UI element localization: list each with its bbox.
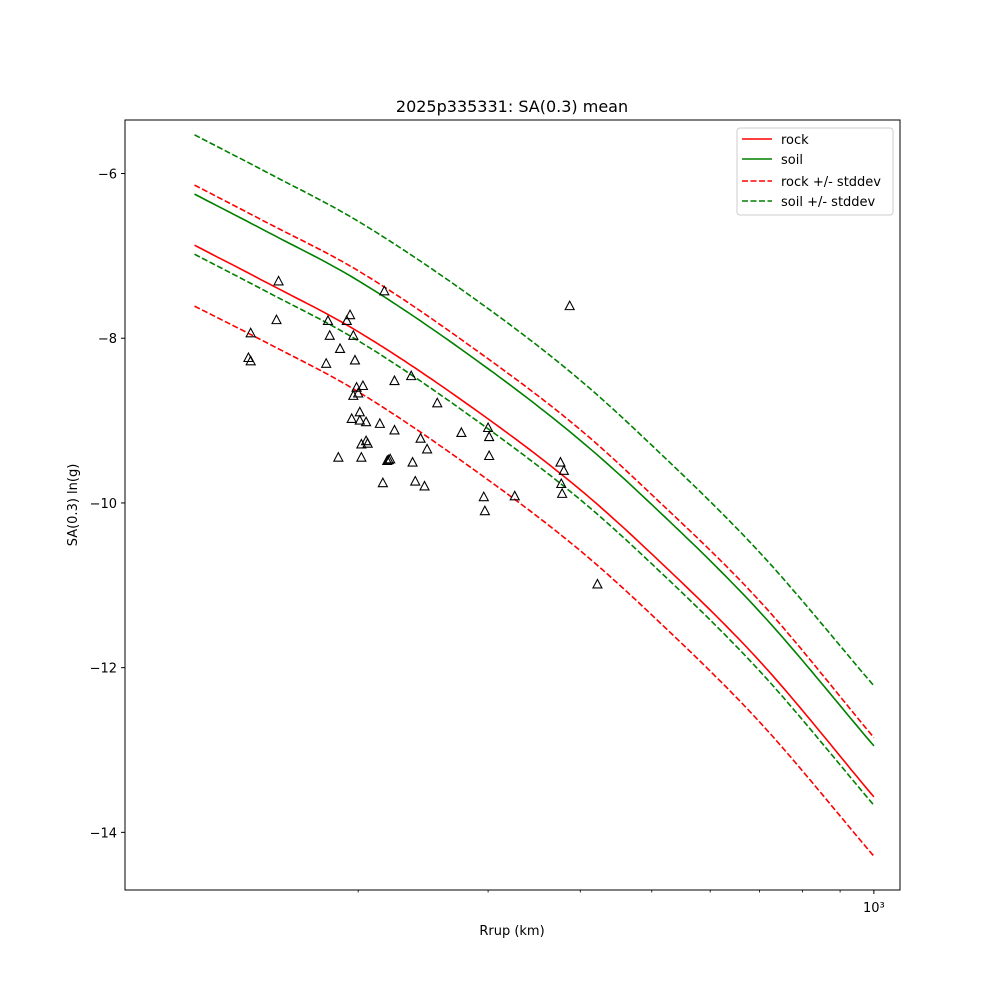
observation-point <box>479 505 491 516</box>
y-tick-label: −12 <box>90 662 117 677</box>
observation-point <box>245 327 257 338</box>
observation-point <box>455 426 467 437</box>
chart-title: 2025p335331: SA(0.3) mean <box>396 97 628 116</box>
x-axis-label: Rrup (km) <box>479 924 544 939</box>
observation-point <box>357 379 369 391</box>
series-line-band-3-3 <box>194 305 875 857</box>
observation-point <box>419 480 430 491</box>
series-line-soil-1 <box>194 193 875 747</box>
observation-point <box>355 451 367 462</box>
observation-point <box>555 477 567 489</box>
legend-label-rock-stddev: rock +/- stddev <box>781 175 881 190</box>
observation-point <box>341 314 353 325</box>
y-tick-label: −10 <box>90 497 117 512</box>
observation-point <box>346 412 358 423</box>
observation-point <box>592 578 603 589</box>
observation-point <box>273 275 284 286</box>
observation-point <box>354 414 366 425</box>
observation-point <box>564 299 576 311</box>
observation-point <box>431 397 443 408</box>
observation-point <box>389 424 400 435</box>
observation-point <box>377 477 389 488</box>
observation-point <box>332 451 344 462</box>
observation-point <box>409 475 421 486</box>
observation-point <box>483 449 495 461</box>
observation-point <box>322 314 334 325</box>
y-tick-label: −14 <box>90 826 117 841</box>
legend-label-soil-stddev: soil +/- stddev <box>781 195 876 210</box>
observation-point <box>347 329 359 340</box>
observation-point <box>349 354 361 365</box>
observation-point <box>555 456 566 467</box>
legend-frame <box>736 127 894 216</box>
observation-point <box>362 437 374 448</box>
observation-point <box>347 389 359 400</box>
observation-point <box>407 456 418 467</box>
observation-point <box>320 357 332 368</box>
observation-point <box>389 374 400 386</box>
observation-point <box>415 432 426 443</box>
observation-point <box>352 387 364 398</box>
observation-point <box>478 491 490 502</box>
observation-point <box>360 416 372 427</box>
observation-point <box>381 454 393 465</box>
observation-point <box>383 453 395 465</box>
observation-point <box>245 355 257 366</box>
legend: rock soil rock +/- stddev soil +/- stdde… <box>736 127 894 216</box>
y-axis: −6 −8 −10 −12 −14 <box>90 168 125 841</box>
series-line-rock-stddev-2 <box>194 184 875 739</box>
y-axis-label: SA(0.3) ln(g) <box>66 464 81 547</box>
series-line-rock-0 <box>194 244 875 798</box>
observation-point <box>324 329 336 340</box>
series-lines <box>194 134 875 857</box>
observation-point <box>483 430 495 442</box>
observation-point <box>384 453 396 464</box>
legend-label-rock: rock <box>781 133 809 148</box>
y-tick-label: −6 <box>98 168 117 183</box>
observation-point <box>405 369 417 381</box>
observation-point <box>334 342 346 353</box>
observation-point <box>558 464 570 475</box>
observation-point <box>378 285 390 296</box>
observation-point <box>355 438 367 449</box>
legend-label-soil: soil <box>781 153 803 168</box>
observation-point <box>271 313 282 325</box>
x-tick-label: 10³ <box>863 901 885 916</box>
observation-point <box>509 490 521 501</box>
observation-point <box>344 309 356 320</box>
observation-point <box>421 443 433 454</box>
series-line-soil-stddev-4 <box>194 134 875 687</box>
observation-points <box>243 275 603 589</box>
series-line-band-5-5 <box>194 253 875 806</box>
plot-frame <box>124 119 901 891</box>
observation-point <box>556 487 568 498</box>
observation-point <box>374 417 386 428</box>
y-tick-label: −8 <box>98 332 117 347</box>
x-axis: 10³ <box>357 890 885 916</box>
observation-point <box>482 421 494 433</box>
